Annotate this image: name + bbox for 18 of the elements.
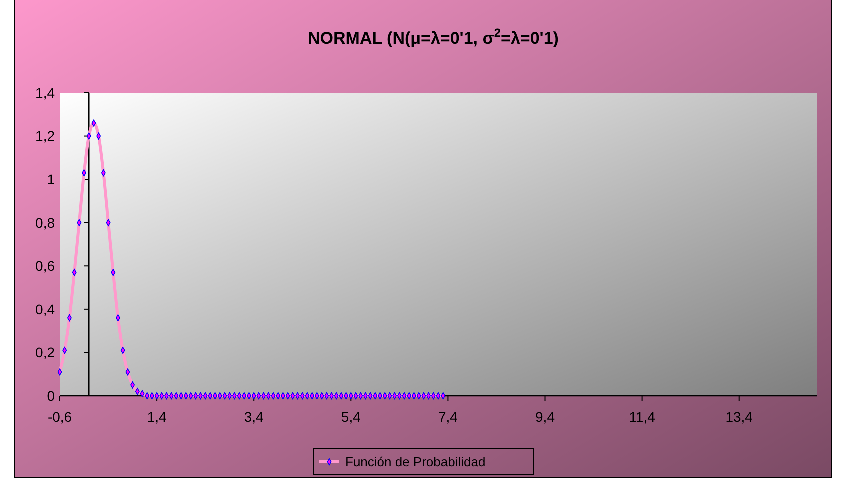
y-tick-label: 0 <box>47 388 56 404</box>
x-tick-label: 11,4 <box>629 409 656 425</box>
x-tick-label: 1,4 <box>147 409 167 425</box>
x-tick-label: -0,6 <box>48 409 72 425</box>
y-tick-label: 1,2 <box>36 128 56 144</box>
x-tick-label: 3,4 <box>244 409 264 425</box>
x-tick-label: 9,4 <box>536 409 556 425</box>
y-tick-label: 0,8 <box>36 214 56 231</box>
x-tick-label: 13,4 <box>726 409 754 425</box>
y-tick-label: 0,6 <box>36 258 56 274</box>
chart-title: NORMAL (N(μ=λ=0'1, σ$^{2}$=λ=0'1) <box>308 26 559 48</box>
y-tick-label: 0,2 <box>36 344 56 361</box>
y-tick-label: 1 <box>47 171 56 188</box>
legend-label: Función de Probabilidad <box>346 454 486 470</box>
x-tick-label: 5,4 <box>341 409 362 425</box>
y-tick-label: 1,4 <box>36 84 56 101</box>
y-tick-label: 0,4 <box>36 301 56 318</box>
x-tick-label: 7,4 <box>438 409 458 425</box>
